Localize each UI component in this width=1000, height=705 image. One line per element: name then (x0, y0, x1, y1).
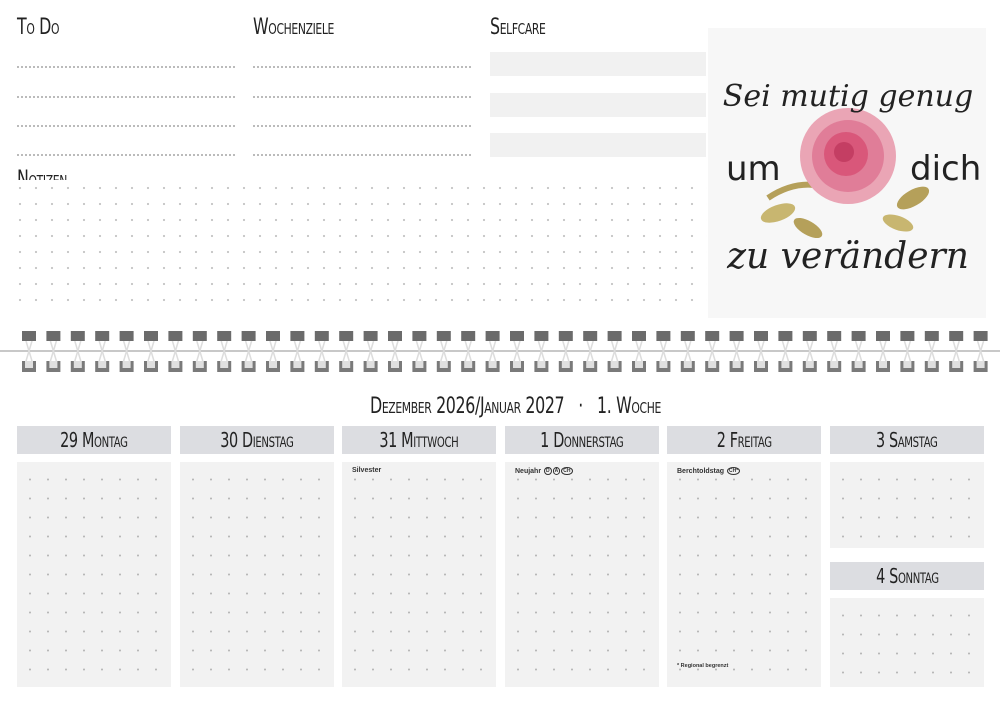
binding-ring (168, 331, 183, 372)
binding-ring (290, 331, 305, 372)
binding-ring (95, 331, 110, 372)
notes-area[interactable] (12, 180, 707, 305)
binding-ring (119, 331, 134, 372)
binding-ring (680, 331, 695, 372)
country-badge: CH (561, 467, 573, 475)
binding-ring (851, 331, 866, 372)
day-header-samstag: 3 Samstag (830, 426, 984, 454)
quote-artwork: Sei mutig genug um dich zu verändern (708, 28, 986, 318)
selfcare-field[interactable] (490, 52, 706, 76)
todo-title: To Do (17, 15, 60, 40)
binding-ring (144, 331, 158, 372)
todo-line[interactable] (17, 125, 235, 127)
day-box-sonntag[interactable] (830, 598, 984, 687)
binding-ring (827, 331, 842, 372)
binding-ring (949, 331, 964, 372)
day-header-dienstag: 30 Dienstag (180, 426, 334, 454)
binding-ring (705, 331, 720, 372)
spiral-binding (0, 325, 1000, 380)
day-box-mittwoch[interactable]: Silvester (342, 462, 496, 687)
binding-ring (314, 331, 329, 372)
binding-ring (802, 331, 817, 372)
binding-ring (924, 331, 939, 372)
wochenziele-line[interactable] (253, 125, 471, 127)
todo-line[interactable] (17, 154, 235, 156)
binding-ring (973, 331, 988, 372)
day-header-freitag: 2 Freitag (667, 426, 821, 454)
week-number: 1. Woche (597, 394, 661, 419)
country-badge: A (552, 467, 561, 475)
holiday-name: Berchtoldstag (677, 467, 725, 475)
binding-ring (461, 331, 476, 372)
day-box-samstag[interactable] (830, 462, 984, 548)
binding-ring (436, 331, 451, 372)
wochenziele-title: Wochenziele (253, 15, 335, 40)
day-box-donnerstag[interactable]: Neujahr D A CH (505, 462, 659, 687)
holiday-label: Neujahr D A CH (515, 467, 573, 475)
quote-line3: zu verändern (726, 236, 969, 277)
holiday-name: Neujahr (515, 467, 542, 475)
binding-ring (583, 331, 598, 372)
todo-line[interactable] (17, 96, 235, 98)
selfcare-field[interactable] (490, 133, 706, 157)
wochenziele-line[interactable] (253, 96, 471, 98)
quote-line2b: dich (910, 149, 981, 189)
day-header-sonntag: 4 Sonntag (830, 562, 984, 590)
week-title: Dezember 2026/Januar 2027 · 1. Woche (370, 393, 774, 419)
binding-ring (22, 331, 36, 372)
rose-image: Sei mutig genug um dich zu verändern (723, 79, 981, 277)
week-separator: · (578, 394, 583, 419)
holiday-label: Silvester (352, 467, 382, 474)
binding-ring (217, 331, 232, 372)
binding-ring (656, 331, 671, 372)
binding-ring (607, 331, 622, 372)
footnote: * Regional begrenzt (677, 663, 729, 669)
holiday-label: Berchtoldstag CH* (677, 467, 741, 475)
todo-line[interactable] (17, 66, 235, 68)
binding-ring (388, 331, 402, 372)
binding-ring (876, 331, 890, 372)
binding-ring (266, 331, 280, 372)
selfcare-title: Selfcare (490, 15, 546, 40)
binding-ring (70, 331, 85, 372)
day-box-dienstag[interactable] (180, 462, 334, 687)
binding-ring (754, 331, 768, 372)
wochenziele-line[interactable] (253, 66, 471, 68)
quote-line2a: um (726, 149, 781, 189)
country-badge: D (544, 467, 552, 475)
binding-ring (558, 331, 573, 372)
day-box-montag[interactable] (17, 462, 171, 687)
binding-ring (241, 331, 256, 372)
quote-line1: Sei mutig genug (723, 79, 973, 114)
binding-ring (412, 331, 427, 372)
binding-rings (0, 331, 1000, 372)
binding-ring (632, 331, 646, 372)
day-header-mittwoch: 31 Mittwoch (342, 426, 496, 454)
binding-ring (534, 331, 549, 372)
binding-ring (485, 331, 500, 372)
binding-ring (192, 331, 207, 372)
day-box-freitag[interactable]: Berchtoldstag CH* * Regional begrenzt (667, 462, 821, 687)
binding-ring (778, 331, 793, 372)
day-header-montag: 29 Montag (17, 426, 171, 454)
binding-ring (363, 331, 378, 372)
binding-ring (729, 331, 744, 372)
binding-ring (339, 331, 354, 372)
selfcare-field[interactable] (490, 93, 706, 117)
week-month-range: Dezember 2026/Januar 2027 (370, 394, 565, 419)
binding-ring (900, 331, 915, 372)
day-header-donnerstag: 1 Donnerstag (505, 426, 659, 454)
binding-ring (46, 331, 61, 372)
wochenziele-line[interactable] (253, 154, 471, 156)
binding-ring (510, 331, 524, 372)
country-badge: CH* (727, 467, 741, 475)
